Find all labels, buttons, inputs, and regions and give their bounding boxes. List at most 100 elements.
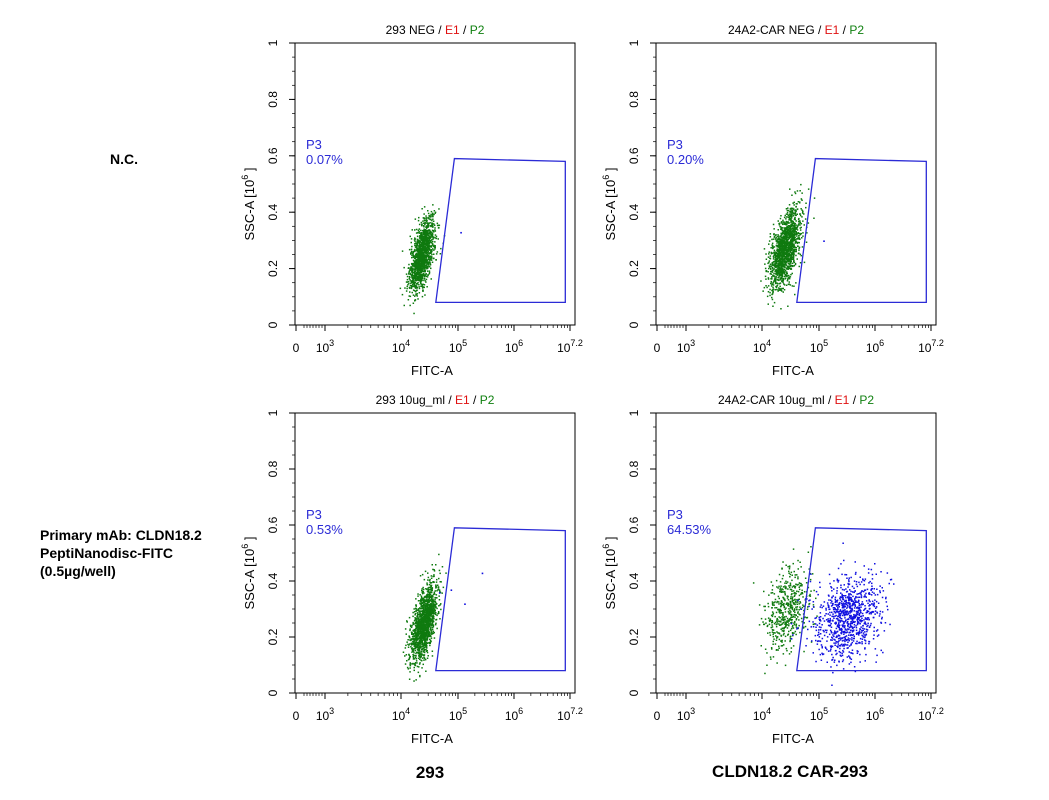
- event-dot: [405, 654, 408, 656]
- event-dot: [791, 252, 793, 254]
- event-dot: [419, 241, 421, 243]
- event-dot: [419, 658, 421, 661]
- event-dot: [776, 279, 779, 281]
- event-dot: [413, 633, 416, 635]
- event-dot: [422, 625, 424, 627]
- event-dot: [428, 215, 430, 217]
- event-dot: [424, 657, 426, 660]
- event-dot: [417, 241, 420, 244]
- event-dot: [424, 238, 427, 241]
- event-dot: [421, 573, 424, 576]
- event-dot: [426, 619, 428, 622]
- event-dot: [428, 612, 430, 614]
- event-dot: [433, 244, 435, 247]
- event-dot: [784, 237, 787, 240]
- event-dot: [799, 229, 802, 231]
- event-dot: [418, 275, 421, 277]
- event-dot: [786, 244, 789, 246]
- event-dot: [411, 280, 413, 283]
- event-dot: [431, 601, 433, 603]
- event-dot: [789, 265, 791, 268]
- event-dot: [417, 249, 419, 251]
- event-dot: [416, 632, 418, 635]
- event-dot: [772, 282, 774, 284]
- event-dot: [426, 222, 429, 225]
- event-dot: [410, 639, 412, 642]
- event-dot: [798, 624, 800, 627]
- event-dot: [424, 269, 426, 272]
- event-dot: [793, 234, 795, 236]
- event-dot: [415, 634, 417, 636]
- event-dot: [780, 290, 783, 292]
- event-dot: [783, 258, 785, 260]
- event-dot: [419, 278, 422, 280]
- x-tick-base: 10: [810, 341, 824, 355]
- event-dot: [783, 245, 786, 247]
- event-dot: [431, 238, 433, 241]
- event-dot: [780, 264, 782, 267]
- x-tick-exponent: 3: [329, 338, 334, 348]
- event-dot: [430, 589, 432, 591]
- event-dot: [769, 255, 772, 257]
- event-dot: [421, 624, 424, 626]
- event-dot: [405, 633, 407, 635]
- event-dot: [415, 286, 418, 288]
- event-dot: [791, 224, 793, 227]
- event-dot: [427, 614, 429, 617]
- event-dot: [423, 275, 426, 278]
- event-dot: [419, 238, 421, 240]
- event-dot: [421, 605, 424, 608]
- event-dot: [418, 223, 421, 226]
- event-dot: [424, 255, 426, 257]
- event-dot: [419, 645, 421, 648]
- event-dot: [417, 219, 420, 222]
- event-dot: [776, 265, 778, 267]
- event-dot: [782, 235, 785, 237]
- event-dot: [423, 592, 425, 594]
- event-dot: [426, 657, 429, 659]
- event-dot: [407, 646, 410, 648]
- event-dot: [415, 627, 417, 630]
- event-dot: [767, 291, 770, 293]
- event-dot: [779, 241, 781, 243]
- event-dot: [411, 291, 413, 294]
- event-dot: [418, 248, 420, 250]
- event-dot: [785, 213, 788, 215]
- x-tick-label: 0: [654, 341, 661, 355]
- event-dot: [768, 251, 770, 253]
- event-dot: [789, 259, 791, 261]
- event-dot: [774, 273, 777, 275]
- event-dot: [424, 632, 426, 634]
- event-dot: [794, 262, 797, 265]
- event-dot: [435, 602, 437, 605]
- event-dot: [428, 610, 430, 613]
- event-dot: [793, 251, 796, 253]
- event-dot: [776, 244, 779, 247]
- event-dot: [410, 252, 412, 254]
- event-dot: [418, 636, 420, 638]
- event-dot: [423, 630, 425, 632]
- y-tick-label: 0.2: [266, 628, 280, 645]
- x-tick-label: 106: [866, 706, 884, 723]
- event-dot: [771, 283, 774, 285]
- event-dot: [787, 238, 789, 240]
- event-dot: [432, 204, 434, 206]
- event-dot: [779, 217, 782, 220]
- y-tick-label: 0.2: [266, 260, 280, 277]
- gate-name: P3: [306, 507, 322, 522]
- event-dot: [418, 257, 420, 260]
- event-dot: [772, 305, 774, 307]
- x-tick-exponent: 4: [766, 338, 771, 348]
- y-tick-label: 0: [266, 321, 280, 328]
- y-axis-unit-exponent: 6: [601, 544, 611, 549]
- event-dot: [775, 264, 777, 266]
- event-dot: [790, 255, 792, 258]
- event-dot: [779, 240, 781, 242]
- event-dot: [426, 626, 428, 628]
- event-dot: [790, 260, 792, 262]
- event-dot: [421, 637, 424, 639]
- event-dot: [434, 245, 436, 247]
- event-dot: [771, 293, 774, 295]
- event-dot: [775, 244, 778, 247]
- event-dot: [433, 257, 435, 260]
